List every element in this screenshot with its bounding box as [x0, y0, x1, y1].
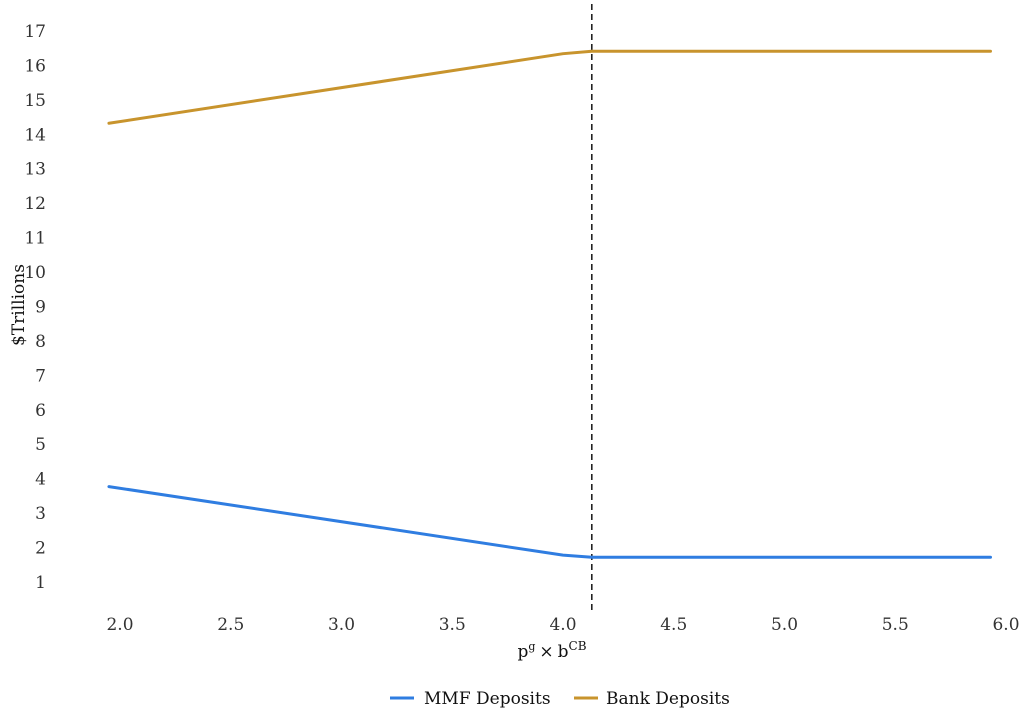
x-axis-title: pg × bCB	[517, 639, 586, 662]
y-tick-label: 12	[24, 194, 46, 214]
x-tick-label: 4.5	[660, 615, 687, 635]
y-tick-label: 3	[35, 504, 46, 524]
y-tick-label: 14	[24, 125, 46, 145]
series-line-bank-deposits	[107, 49, 992, 125]
y-tick-label: 1	[35, 573, 46, 593]
x-axis-ticks: 2.0 2.5 3.0 3.5 4.0 4.5 5.0 5.5 6.0	[106, 615, 1019, 635]
y-tick-label: 5	[35, 435, 46, 455]
y-tick-label: 4	[35, 470, 46, 490]
y-tick-label: 10	[24, 263, 46, 283]
x-axis-title-b: b	[558, 642, 569, 662]
series-lines	[107, 49, 992, 559]
x-axis-title-sup-g: g	[528, 640, 535, 653]
y-tick-label: 9	[35, 297, 46, 317]
y-tick-label: 7	[35, 366, 46, 386]
y-tick-label: 11	[24, 229, 46, 249]
y-axis-title: $Trillions	[9, 264, 29, 346]
x-tick-label: 5.5	[882, 615, 909, 635]
legend: MMF Deposits Bank Deposits	[390, 689, 730, 709]
y-tick-label: 15	[24, 91, 46, 111]
x-axis-title-p: p	[517, 642, 528, 662]
y-tick-label: 16	[24, 56, 46, 76]
x-tick-label: 5.0	[771, 615, 798, 635]
y-tick-label: 6	[35, 401, 46, 421]
series-line-mmf-deposits	[107, 485, 992, 559]
x-tick-label: 3.5	[439, 615, 466, 635]
x-tick-label: 6.0	[992, 615, 1019, 635]
y-tick-label: 8	[35, 332, 46, 352]
y-tick-label: 17	[24, 22, 46, 42]
x-axis-title-times: ×	[539, 642, 553, 662]
legend-label: Bank Deposits	[606, 689, 730, 709]
x-tick-label: 2.5	[217, 615, 244, 635]
x-tick-label: 2.0	[106, 615, 133, 635]
y-tick-label: 13	[24, 160, 46, 180]
y-tick-label: 2	[35, 539, 46, 559]
x-tick-label: 3.0	[328, 615, 355, 635]
x-tick-label: 4.0	[549, 615, 576, 635]
x-axis-title-sup-cb: CB	[569, 639, 587, 653]
legend-label: MMF Deposits	[424, 689, 551, 709]
